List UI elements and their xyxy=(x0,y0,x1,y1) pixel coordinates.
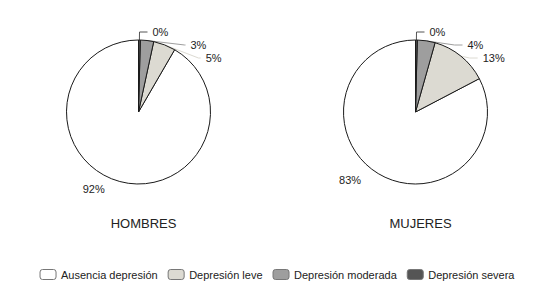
svg-text:Depresión moderada: Depresión moderada xyxy=(294,269,398,281)
svg-text:Depresión leve: Depresión leve xyxy=(189,269,262,281)
svg-text:13%: 13% xyxy=(483,52,505,64)
svg-text:0%: 0% xyxy=(153,26,169,38)
svg-text:Ausencia depresión: Ausencia depresión xyxy=(61,269,158,281)
svg-text:3%: 3% xyxy=(191,39,207,51)
svg-text:83%: 83% xyxy=(339,174,361,186)
svg-text:4%: 4% xyxy=(468,39,484,51)
svg-text:MUJERES: MUJERES xyxy=(389,216,451,231)
svg-text:HOMBRES: HOMBRES xyxy=(111,216,177,231)
svg-text:0%: 0% xyxy=(430,26,446,38)
svg-text:92%: 92% xyxy=(83,183,105,195)
svg-text:Depresión severa: Depresión severa xyxy=(428,269,515,281)
svg-text:5%: 5% xyxy=(206,52,222,64)
